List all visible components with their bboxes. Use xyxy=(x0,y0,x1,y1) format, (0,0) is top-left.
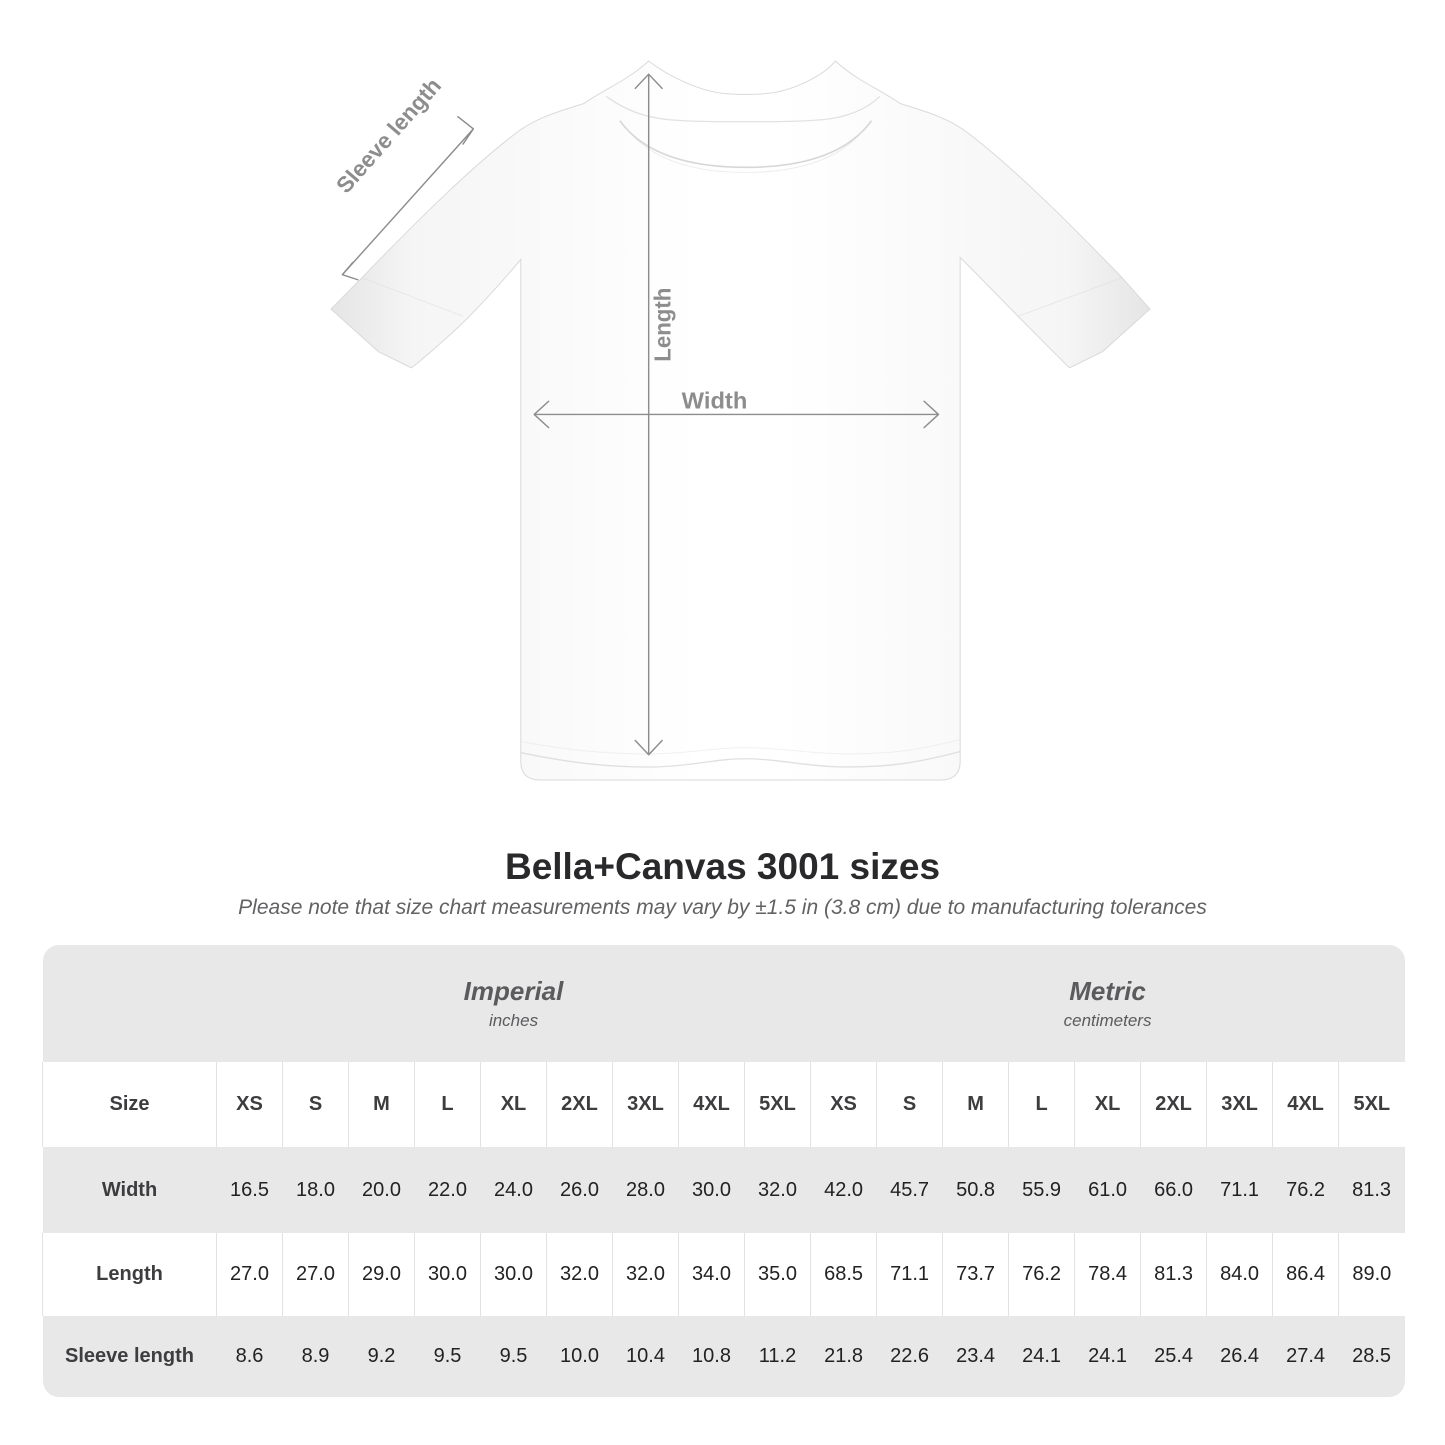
svg-text:Length: Length xyxy=(650,288,675,362)
svg-text:Width: Width xyxy=(682,388,748,414)
